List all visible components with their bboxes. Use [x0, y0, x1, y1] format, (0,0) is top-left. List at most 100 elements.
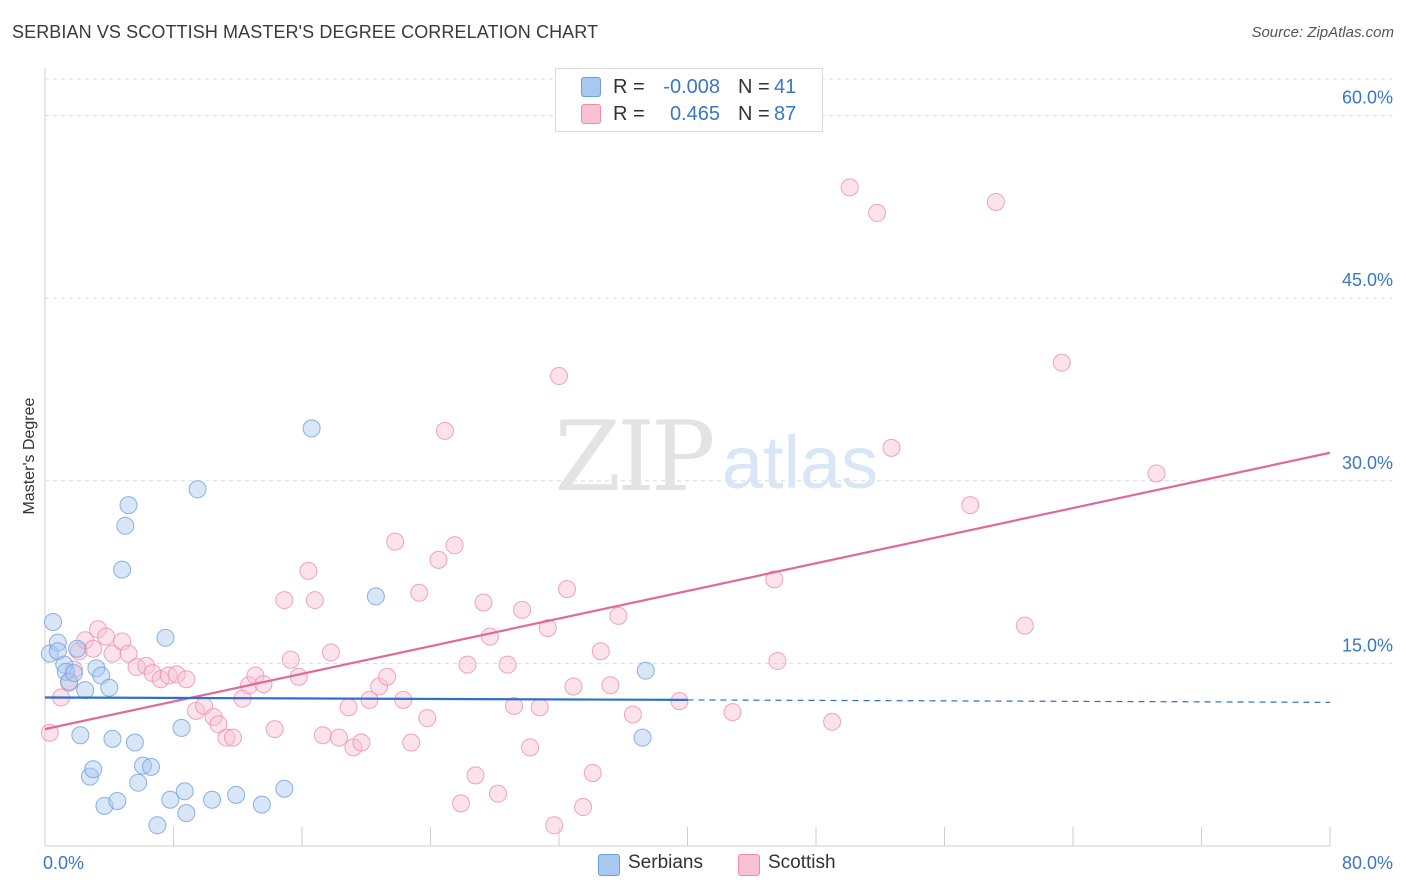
- scottish-point: [127, 658, 146, 677]
- scottish-point: [119, 644, 138, 663]
- scottish-point: [305, 591, 324, 610]
- y-axis-label: Master's Degree: [21, 397, 38, 514]
- serbians-point: [76, 681, 95, 700]
- scottish-point: [321, 643, 340, 662]
- serbians-point: [108, 791, 127, 810]
- serbians-point: [60, 672, 79, 691]
- scottish-point: [670, 692, 689, 711]
- scottish-point: [505, 696, 524, 715]
- scottish-point: [339, 698, 358, 717]
- scottish-point: [1052, 353, 1071, 372]
- scottish-point: [418, 709, 437, 728]
- serbians-point: [161, 790, 180, 809]
- scottish-point: [1147, 464, 1166, 483]
- scottish-point: [545, 816, 564, 835]
- scottish-point: [360, 690, 379, 709]
- serbians-point: [366, 587, 385, 606]
- legend-swatch-scottish: [581, 104, 601, 124]
- scottish-point: [452, 794, 471, 813]
- serbians-point: [142, 757, 161, 776]
- serbians-point: [148, 816, 167, 835]
- legend-swatch-scottish: [738, 854, 760, 876]
- scottish-point: [521, 738, 540, 757]
- scottish-point: [445, 536, 464, 555]
- watermark: ZIP atlas: [554, 401, 878, 513]
- serbians-point: [172, 718, 191, 737]
- scottish-point: [352, 733, 371, 752]
- scottish-trend-line: [44, 451, 1331, 731]
- scottish-point: [530, 698, 549, 717]
- y-tick-label: 60.0%: [1342, 88, 1393, 108]
- scottish-point: [609, 606, 628, 625]
- scottish-point: [882, 438, 901, 457]
- tick-labels: 15.0% 30.0% 45.0% 60.0% 0.0% 80.0%: [43, 88, 1393, 873]
- scottish-point: [103, 644, 122, 663]
- serbians-point: [44, 612, 63, 631]
- scottish-point: [429, 550, 448, 569]
- y-tick-label: 45.0%: [1342, 270, 1393, 290]
- serbians-trend-line: [44, 696, 688, 702]
- scottish-point: [498, 655, 517, 674]
- serbians-point: [113, 560, 132, 579]
- serbians-point: [84, 760, 103, 779]
- scottish-point: [583, 763, 602, 782]
- scottish-point: [513, 600, 532, 619]
- scottish-point: [723, 703, 742, 722]
- scottish-point: [275, 591, 294, 610]
- legend-label-serbians: Serbians: [628, 852, 703, 873]
- scottish-point: [378, 667, 397, 686]
- serbians-point: [103, 729, 122, 748]
- axes: [44, 68, 1331, 847]
- legend-swatch-serbians: [598, 854, 620, 876]
- data-points: [40, 178, 1166, 835]
- scottish-point: [329, 728, 348, 747]
- scottish-point: [550, 367, 568, 386]
- serbians-point: [156, 628, 175, 647]
- scottish-point: [97, 627, 116, 646]
- scottish-point: [209, 715, 228, 734]
- y-tick-label: 30.0%: [1342, 453, 1393, 473]
- serbians-trend-extension: [687, 699, 1331, 703]
- serbians-point: [68, 639, 87, 658]
- scottish-point: [313, 726, 332, 745]
- scottish-point: [574, 798, 593, 817]
- serbians-point: [275, 779, 294, 798]
- serbians-point: [636, 661, 655, 680]
- scottish-point: [765, 570, 784, 589]
- watermark-atlas: atlas: [722, 421, 878, 504]
- trend-lines: [44, 451, 1331, 731]
- scottish-point: [167, 665, 186, 684]
- legend-swatch-serbians: [581, 77, 601, 97]
- legend-r-value: -0.008: [663, 76, 720, 98]
- scottish-point: [564, 677, 583, 696]
- serbians-point: [177, 804, 196, 823]
- serbians-point: [175, 782, 194, 801]
- serbians-point: [100, 678, 119, 697]
- chart-title: SERBIAN VS SCOTTISH MASTER'S DEGREE CORR…: [12, 22, 599, 42]
- legend-n-value: 87: [774, 103, 797, 125]
- serbians-point: [252, 795, 271, 814]
- serbians-point: [64, 664, 83, 683]
- x-tick-label: 0.0%: [43, 853, 84, 873]
- scottish-point: [265, 720, 284, 739]
- serbians-point: [125, 733, 144, 752]
- legend-n-label: N =: [738, 103, 770, 125]
- scottish-point: [84, 639, 103, 658]
- serbians-point: [71, 726, 90, 745]
- scottish-point: [558, 580, 577, 599]
- legend-r-label: R =: [613, 76, 645, 98]
- scottish-point: [281, 650, 300, 669]
- scottish-point: [591, 642, 610, 661]
- legend-n-value: 41: [774, 76, 797, 98]
- legend-r-label: R =: [613, 103, 645, 125]
- legend-label-scottish: Scottish: [768, 852, 836, 873]
- scottish-point: [402, 733, 421, 752]
- scottish-point: [217, 728, 236, 747]
- serbians-point: [227, 785, 246, 804]
- scottish-point: [623, 705, 642, 724]
- serbians-point: [633, 728, 652, 747]
- legend-row-scottish: R = 0.465 N = 87: [556, 100, 822, 128]
- stats-legend: R = -0.008 N = 41 R = 0.465 N = 87: [555, 68, 823, 132]
- scottish-point: [986, 192, 1005, 211]
